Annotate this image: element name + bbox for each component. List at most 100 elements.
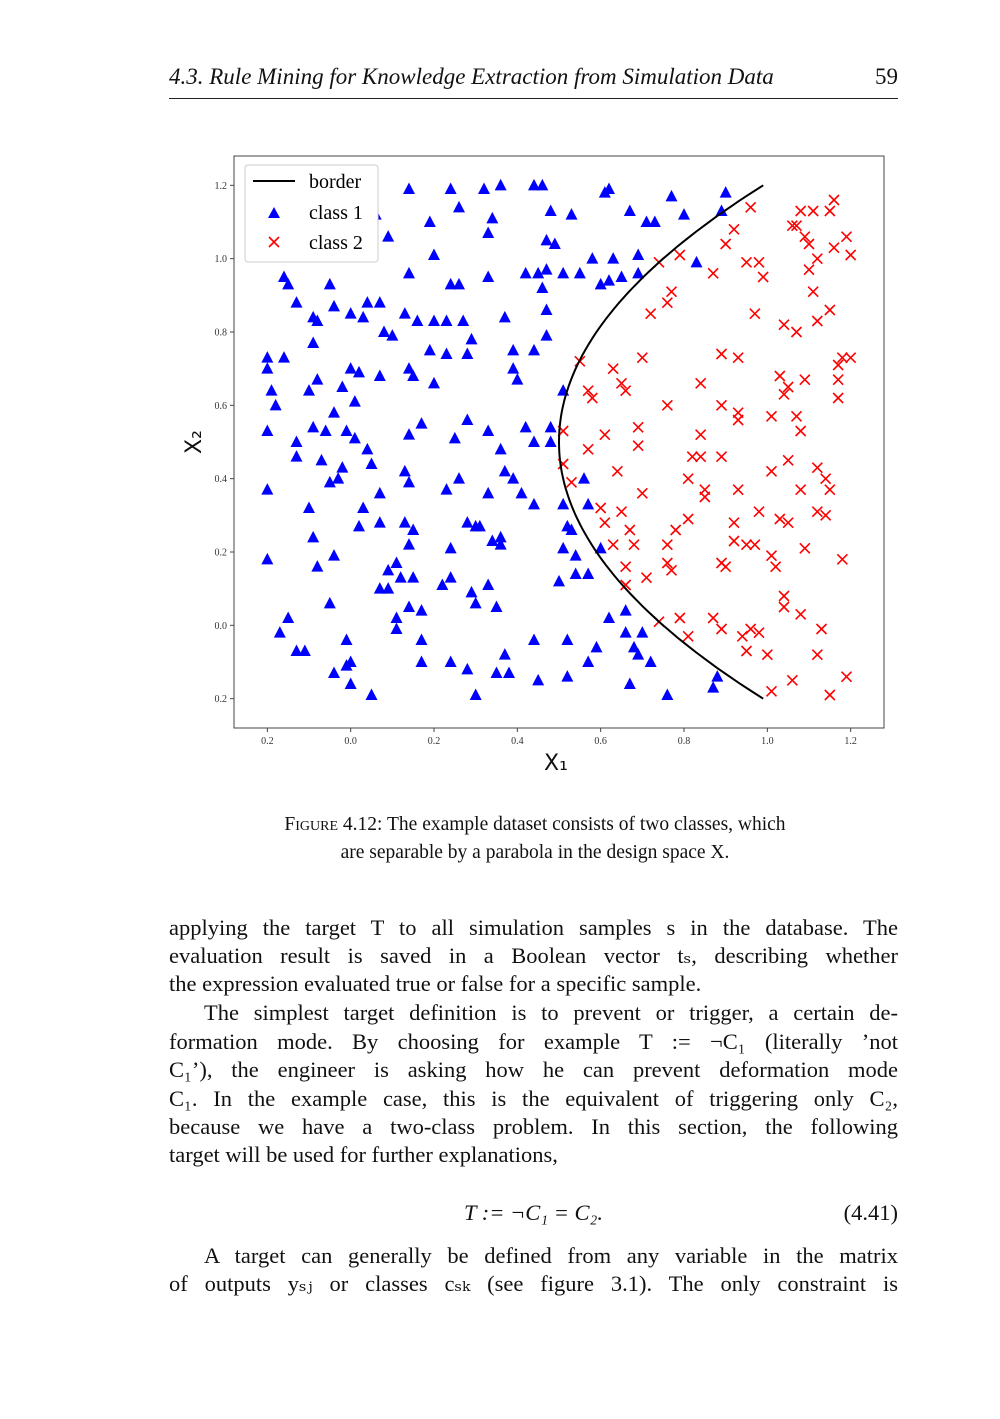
class1-point [632,648,645,660]
class1-point [448,431,461,444]
x-tick-label: 0.2 [261,736,274,747]
x-tick-label: 1.2 [844,736,857,747]
class1-point [632,248,645,260]
class2-point [753,627,765,639]
class2-point [795,425,807,437]
class1-point [557,541,570,554]
class1-point [444,571,457,583]
class1-point [403,538,415,550]
class1-point [494,530,507,543]
class1-point [328,406,340,418]
y-tick-label: 0.8 [215,328,228,339]
class1-point [273,626,286,638]
y-axis-label: X₂ [182,430,207,454]
class1-point [373,516,386,528]
class2-point [695,451,707,463]
class1-point [511,373,524,385]
class1-point [461,347,474,359]
class2-point [795,484,807,496]
class1-point [407,523,420,535]
class1-point [582,567,595,579]
class2-point [832,374,844,386]
class2-point [761,649,773,661]
class2-point [728,535,740,547]
class1-point [486,211,499,224]
class1-point [619,604,632,616]
class1-point [565,523,578,535]
class1-point [582,497,595,510]
body-line: of outputs yₛⱼ or classes cₛₖ (see figur… [169,1271,898,1296]
class1-point [603,274,615,286]
class1-point [494,178,507,191]
body-line: A target can generally be defined from a… [204,1243,898,1268]
class2-point [607,539,619,551]
class1-point [265,384,278,396]
class2-point [799,542,811,554]
class1-point [590,640,603,653]
body-line: formation mode. By choosing for example … [169,1029,898,1054]
class1-point [290,644,303,656]
class1-point [569,549,582,561]
class1-point [457,314,470,326]
class1-point [411,314,424,326]
class2-point [786,220,798,232]
class1-point [423,343,436,356]
class2-point [828,194,840,206]
class1-point [307,336,320,348]
class1-point [328,299,340,312]
class1-point [336,461,349,473]
class1-point [390,622,403,634]
class1-point [586,252,599,264]
class1-point [440,483,453,495]
class2-point [811,506,823,518]
class2-point [720,238,732,250]
class1-point [482,578,495,590]
class1-point [261,362,274,374]
y-tick-label: 1.0 [215,254,228,265]
class2-point [778,319,790,331]
class1-point [544,435,557,447]
class1-point [544,204,557,216]
class1-point [319,424,332,436]
class1-point [403,600,415,612]
body-line: C₁. In the example case, this is the equ… [169,1086,898,1111]
class1-point [490,600,503,612]
class1-point [415,655,428,667]
class1-point [303,384,315,396]
class1-point [344,307,357,319]
class1-point [519,420,532,433]
class1-point [561,670,574,682]
class2-point [707,267,719,279]
class2-point [661,399,673,411]
class1-point [461,662,474,675]
caption-label: Figure 4.12: [284,814,383,835]
class1-point [594,277,607,290]
class1-point [398,516,411,528]
class2-point [832,359,844,371]
class2-point [565,476,578,488]
class2-point [640,572,653,584]
class2-point [645,308,657,320]
class1-point [486,534,499,546]
class2-point [765,685,778,697]
class2-point [770,561,782,573]
class2-point [820,509,832,521]
legend-x-icon [268,236,280,248]
class2-point [695,429,707,441]
class1-point [465,332,478,345]
class1-point [528,178,540,191]
class2-point [790,410,803,422]
class1-point [582,655,595,667]
class1-point [507,472,520,484]
class1-point [307,530,320,543]
class1-point [640,215,653,227]
class1-point [507,362,520,374]
class1-point [340,633,353,645]
class1-point [290,435,303,447]
class1-point [311,560,324,572]
class2-point [599,429,611,441]
y-tick-label: 0.2 [215,694,228,705]
class1-point [278,270,290,282]
class2-point [715,348,728,360]
class1-point [561,633,574,645]
